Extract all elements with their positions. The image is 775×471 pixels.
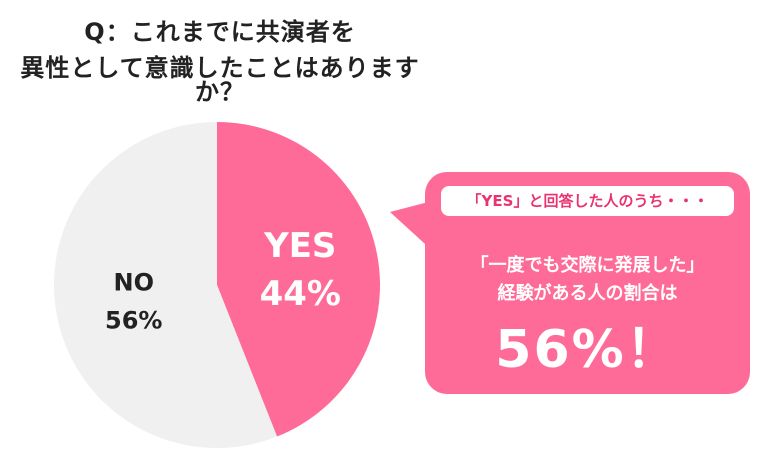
callout-line-2: 経験がある人の割合は [497, 283, 678, 304]
pie-value-yes: 44% [260, 274, 341, 314]
pie-labels: YES 44% NO 56% [105, 226, 341, 334]
callout-percentage: 56%！ [495, 320, 680, 380]
pie-label-no: NO [113, 268, 154, 296]
pie-slices [54, 122, 381, 448]
callout-line-1: 「一度でも交際に発展した」 [470, 255, 705, 276]
chart-title-line-2: 異性として意識したことはありますか？ [20, 54, 420, 106]
pie-value-no: 56% [105, 306, 162, 334]
pie-label-yes: YES [263, 226, 336, 266]
pie-slice-yes [217, 122, 381, 437]
chart-title-line-1: Q：これまでに共演者を [84, 18, 356, 46]
result-callout: 「YES」と回答した人のうち・・・ 「一度でも交際に発展した」 経験がある人の割… [425, 172, 750, 394]
callout-header: 「YES」と回答した人のうち・・・ [466, 192, 709, 210]
pie-slice-no [54, 122, 278, 448]
callout-header-box: 「YES」と回答した人のうち・・・ [441, 186, 734, 216]
